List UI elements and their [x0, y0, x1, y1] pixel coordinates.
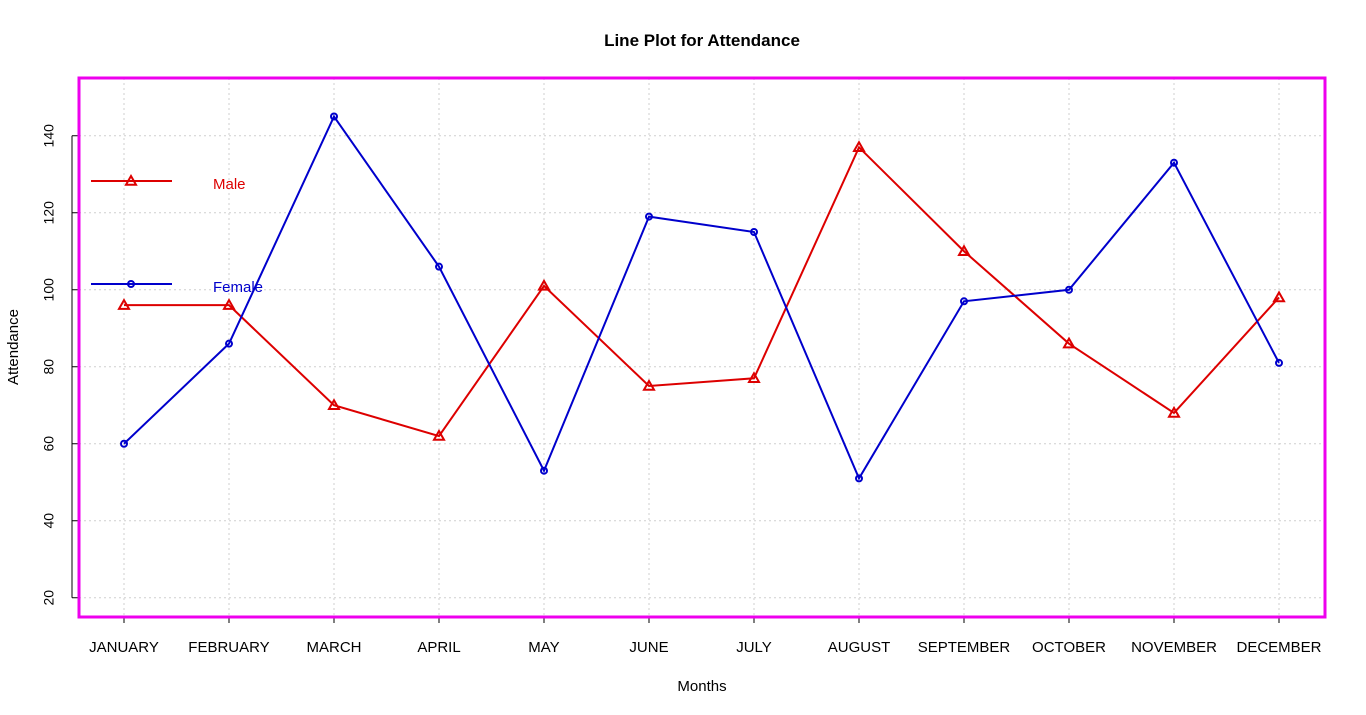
- y-axis: 20 40 60 80 100 120 140: [41, 124, 79, 606]
- series-layer: [117, 112, 1286, 483]
- y-tick-label: 20: [41, 590, 57, 606]
- data-point-male: [1062, 336, 1076, 349]
- data-point-female: [645, 212, 653, 221]
- y-axis-label: Attendance: [5, 309, 22, 385]
- data-point-male: [642, 378, 656, 391]
- x-tick-label: FEBRUARY: [188, 639, 269, 656]
- data-point-female: [960, 297, 968, 306]
- data-point-female: [750, 228, 758, 236]
- legend-label-male: Male: [213, 176, 246, 193]
- x-tick-label: NOVEMBER: [1131, 639, 1217, 656]
- data-point-male: [747, 371, 761, 384]
- y-tick-label: 120: [41, 201, 57, 225]
- x-tick-label: SEPTEMBER: [918, 639, 1011, 656]
- data-point-female: [1065, 285, 1073, 294]
- y-tick-label: 60: [41, 436, 57, 452]
- data-point-female: [330, 112, 338, 121]
- x-tick-label: AUGUST: [828, 639, 891, 656]
- data-point-male: [537, 278, 551, 291]
- legend-item-female: Female: [91, 279, 263, 296]
- data-point-male: [117, 298, 131, 310]
- legend-marker-female: [127, 280, 135, 288]
- plot-border: [77, 76, 1327, 619]
- x-axis: JANUARY FEBRUARY MARCH APRIL MAY JUNE JULY AUGU…: [89, 617, 1322, 656]
- legend-item-male: Male: [91, 173, 246, 193]
- y-tick-label: 40: [41, 513, 57, 529]
- data-point-female: [1170, 158, 1178, 167]
- y-tick-label: 140: [41, 124, 57, 148]
- data-point-female: [855, 474, 863, 483]
- x-tick-label: APRIL: [417, 639, 460, 656]
- data-point-male: [1167, 405, 1181, 418]
- gridlines: [79, 78, 1325, 617]
- data-point-male: [957, 244, 971, 256]
- x-tick-label: JULY: [736, 639, 772, 656]
- data-point-female: [225, 339, 233, 348]
- x-axis-label: Months: [677, 678, 726, 695]
- x-tick-label: DECEMBER: [1236, 639, 1321, 656]
- data-point-male: [1272, 290, 1286, 303]
- legend: Male Female: [91, 173, 263, 296]
- x-tick-label: JANUARY: [89, 639, 159, 656]
- chart-title: Line Plot for Attendance: [604, 31, 800, 50]
- series-male: [117, 140, 1286, 441]
- data-point-male: [432, 429, 446, 441]
- data-point-female: [1275, 358, 1283, 367]
- data-point-male: [327, 398, 341, 410]
- data-point-female: [120, 439, 128, 448]
- legend-label-female: Female: [213, 279, 263, 296]
- x-tick-label: MAY: [528, 639, 559, 656]
- data-point-male: [222, 298, 236, 310]
- series-line-male: [124, 145, 1280, 438]
- data-point-female: [540, 466, 548, 475]
- series-line-female: [123, 114, 1280, 481]
- data-point-female: [435, 262, 443, 271]
- y-tick-label: 100: [41, 278, 57, 302]
- legend-marker-male: [124, 173, 138, 186]
- x-tick-label: MARCH: [307, 639, 362, 656]
- y-tick-label: 80: [41, 359, 57, 375]
- data-point-male: [852, 140, 866, 153]
- x-tick-label: JUNE: [629, 639, 668, 656]
- x-tick-label: OCTOBER: [1032, 639, 1106, 656]
- series-female: [120, 112, 1283, 483]
